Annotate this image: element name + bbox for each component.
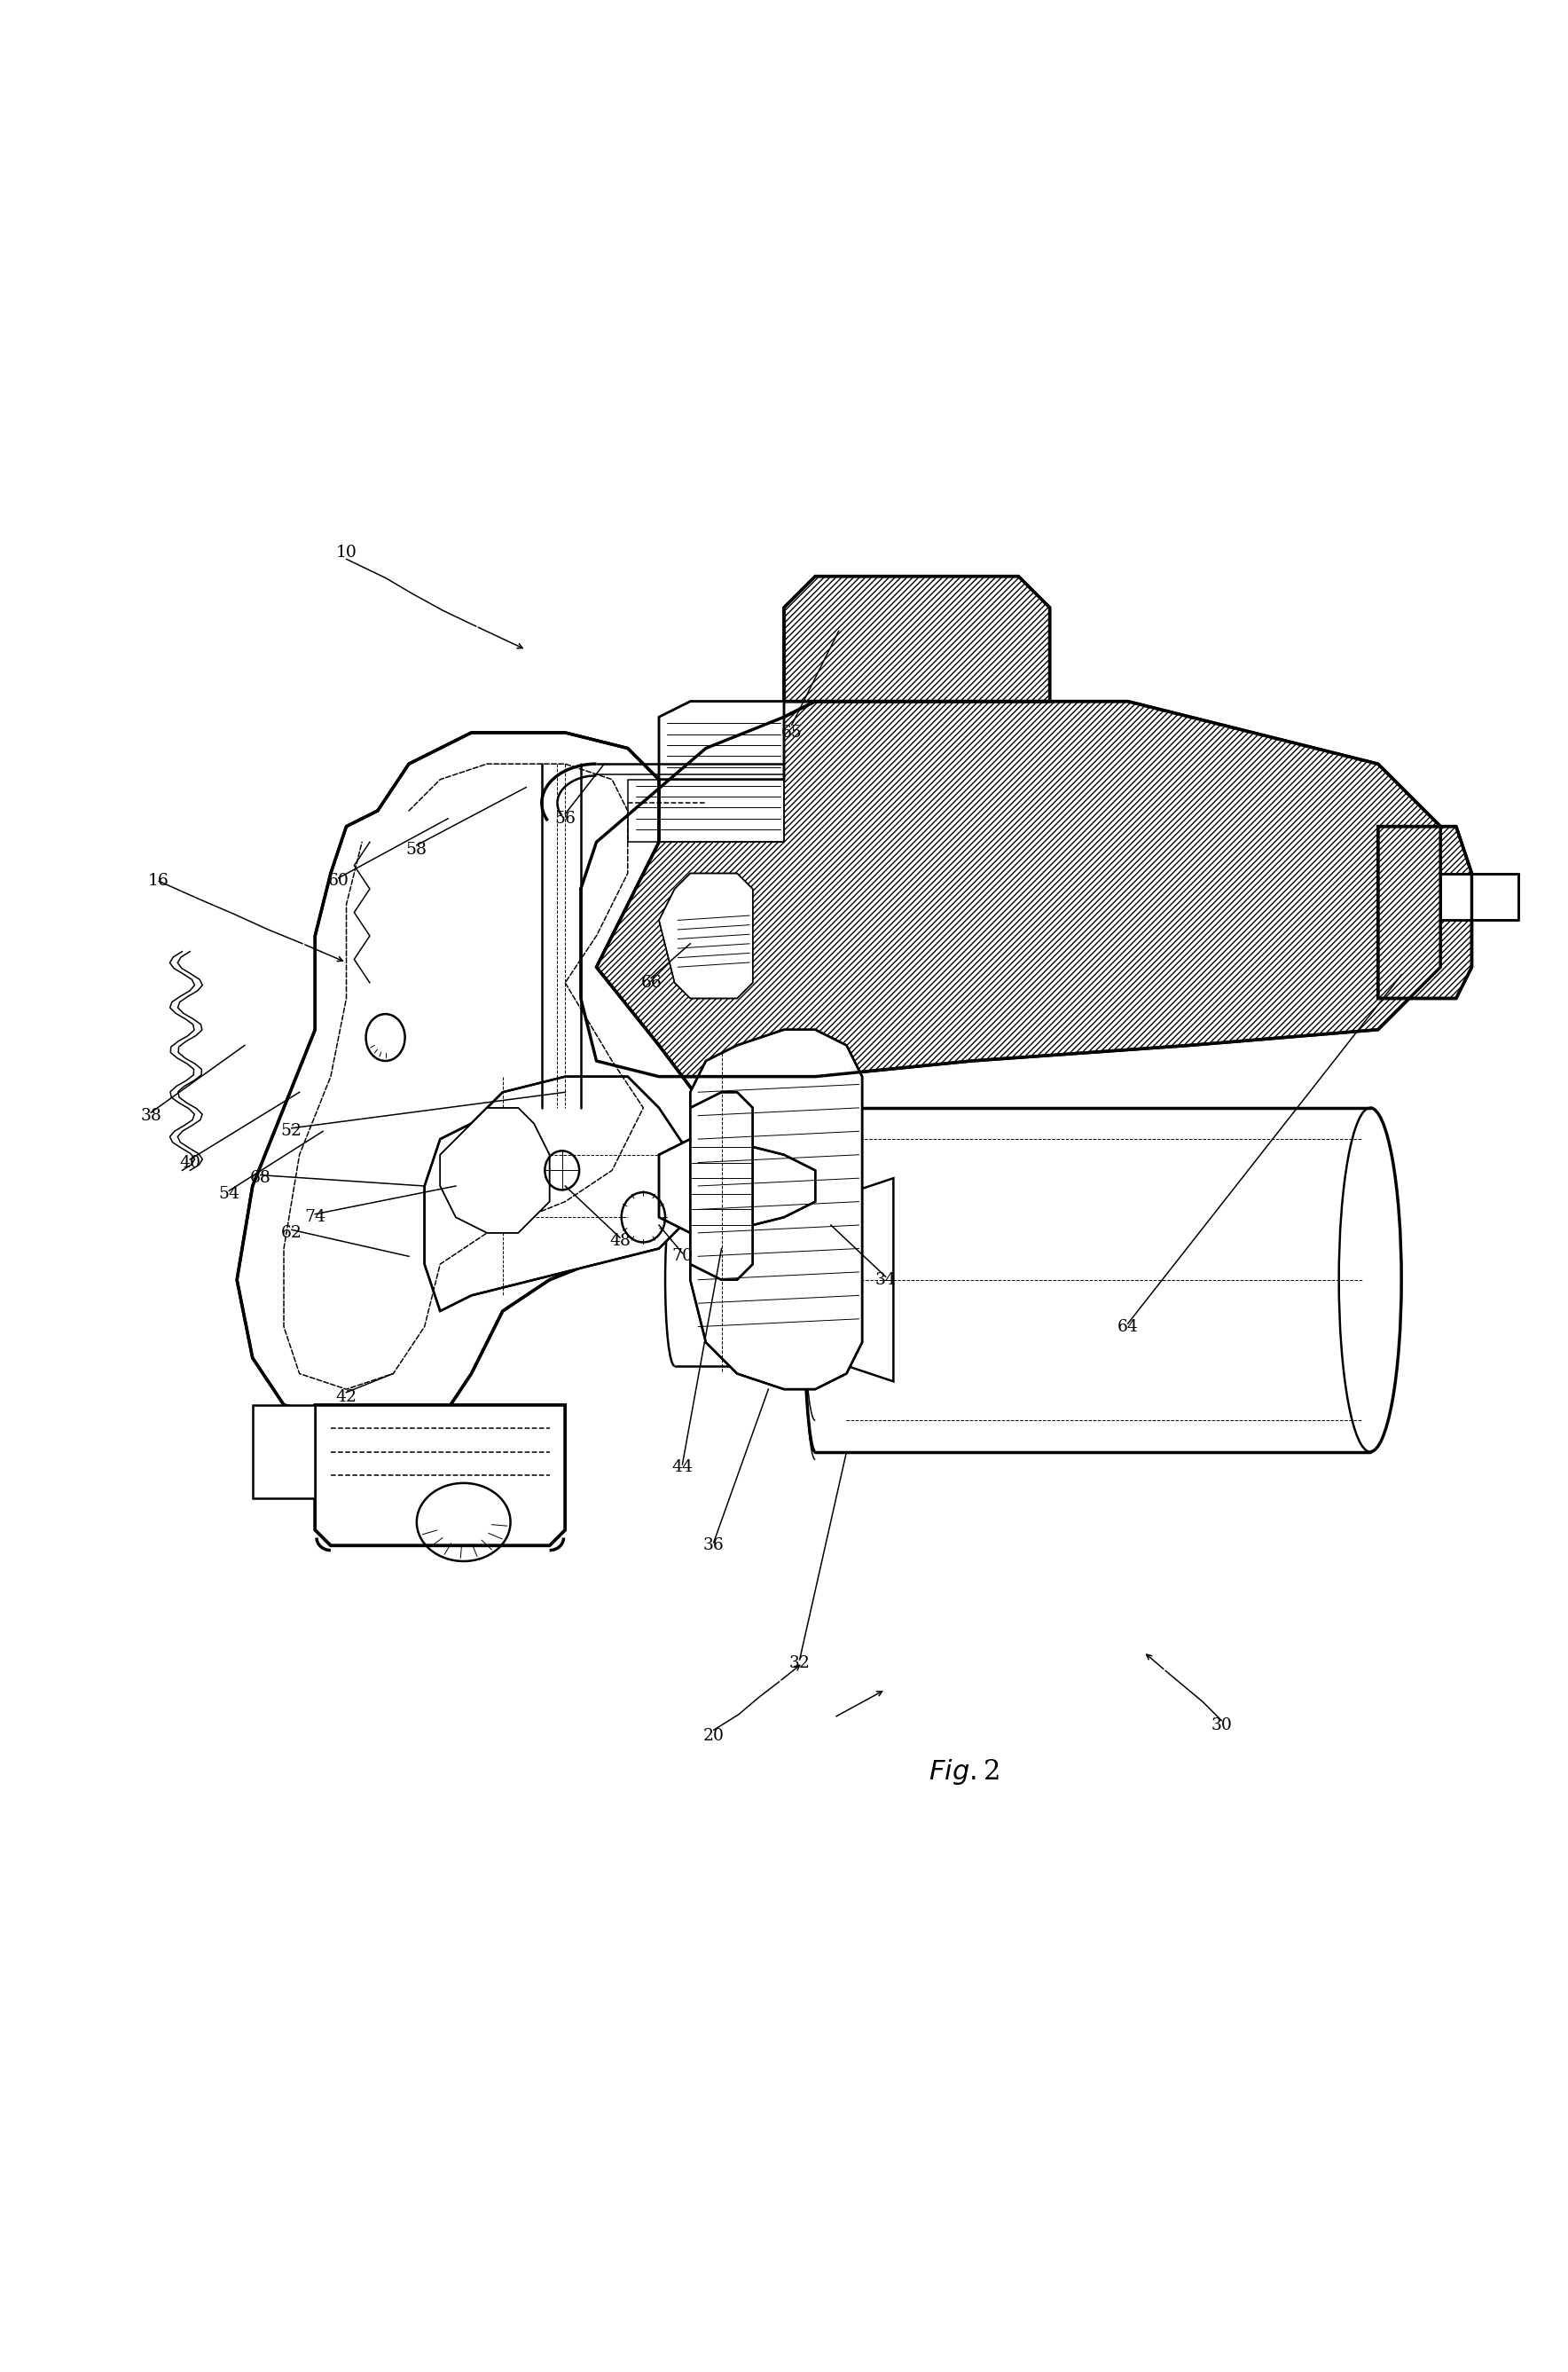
Polygon shape bbox=[690, 1029, 862, 1390]
Text: 48: 48 bbox=[610, 1233, 630, 1248]
Text: 60: 60 bbox=[328, 873, 350, 890]
Polygon shape bbox=[441, 1108, 549, 1233]
Text: 44: 44 bbox=[671, 1459, 693, 1475]
Text: 68: 68 bbox=[249, 1169, 271, 1186]
Text: 64: 64 bbox=[1118, 1319, 1138, 1335]
Text: $\it{Fig.}$2: $\it{Fig.}$2 bbox=[928, 1758, 999, 1786]
Text: 10: 10 bbox=[336, 546, 358, 560]
Text: 30: 30 bbox=[1210, 1717, 1232, 1734]
Text: 70: 70 bbox=[671, 1248, 693, 1264]
Text: 40: 40 bbox=[179, 1155, 201, 1169]
Text: 36: 36 bbox=[702, 1537, 724, 1554]
Polygon shape bbox=[690, 1091, 753, 1281]
Polygon shape bbox=[659, 702, 784, 780]
Text: 65: 65 bbox=[781, 723, 803, 740]
Polygon shape bbox=[627, 780, 784, 842]
Polygon shape bbox=[425, 1077, 690, 1312]
Text: 56: 56 bbox=[555, 811, 575, 825]
Text: 16: 16 bbox=[149, 873, 169, 890]
Polygon shape bbox=[1378, 825, 1472, 999]
Polygon shape bbox=[659, 873, 753, 999]
Text: 62: 62 bbox=[281, 1224, 303, 1241]
Text: 58: 58 bbox=[406, 842, 428, 859]
Text: 38: 38 bbox=[141, 1108, 162, 1124]
Polygon shape bbox=[237, 733, 737, 1421]
Polygon shape bbox=[1441, 873, 1519, 920]
Polygon shape bbox=[252, 1404, 315, 1499]
Polygon shape bbox=[580, 702, 1441, 1077]
Text: 20: 20 bbox=[702, 1729, 724, 1743]
Text: 42: 42 bbox=[336, 1390, 358, 1404]
Polygon shape bbox=[784, 576, 1049, 702]
Text: 74: 74 bbox=[304, 1210, 326, 1226]
Text: 52: 52 bbox=[281, 1124, 303, 1139]
Polygon shape bbox=[315, 1404, 564, 1547]
Polygon shape bbox=[847, 1179, 894, 1381]
Text: 32: 32 bbox=[789, 1656, 811, 1670]
Text: 54: 54 bbox=[218, 1186, 240, 1203]
Polygon shape bbox=[659, 1139, 815, 1233]
Text: 66: 66 bbox=[641, 975, 662, 991]
Text: 34: 34 bbox=[875, 1271, 897, 1288]
